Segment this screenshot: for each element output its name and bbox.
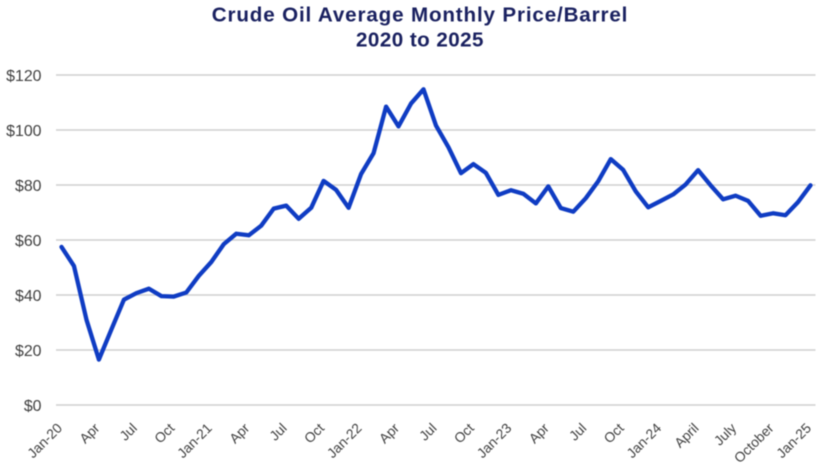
svg-text:Crude Oil Average Monthly Pric: Crude Oil Average Monthly Price/Barrel — [212, 3, 628, 26]
svg-text:2020 to 2025: 2020 to 2025 — [356, 28, 484, 51]
svg-text:$20: $20 — [15, 343, 42, 360]
svg-text:$40: $40 — [15, 288, 42, 305]
svg-text:$0: $0 — [24, 398, 42, 415]
svg-text:$100: $100 — [6, 123, 42, 140]
svg-text:$80: $80 — [15, 178, 42, 195]
svg-text:$120: $120 — [6, 68, 42, 85]
svg-text:$60: $60 — [15, 233, 42, 250]
